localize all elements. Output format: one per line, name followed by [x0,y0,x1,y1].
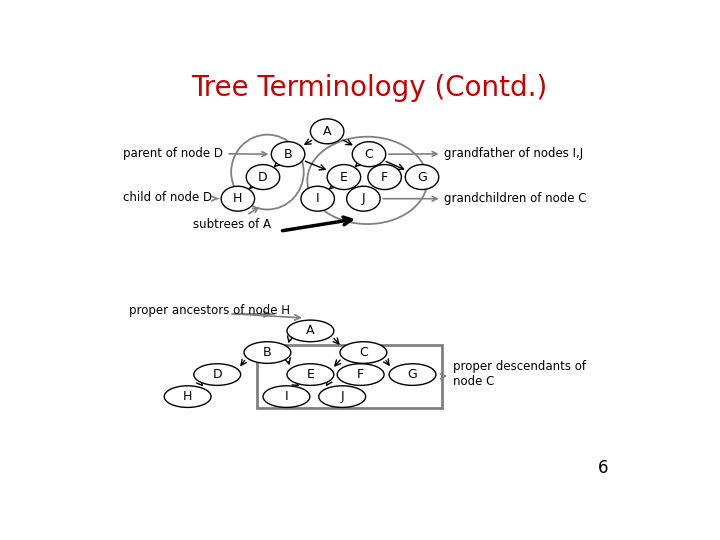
Text: J: J [361,192,365,205]
Circle shape [327,165,361,190]
Circle shape [271,141,305,167]
Text: grandfather of nodes I,J: grandfather of nodes I,J [389,147,583,160]
Text: I: I [316,192,320,205]
Text: J: J [341,390,344,403]
Circle shape [347,186,380,211]
Ellipse shape [263,386,310,407]
Ellipse shape [389,364,436,386]
Text: 6: 6 [598,459,608,477]
Text: G: G [408,368,418,381]
Text: C: C [359,346,368,359]
Ellipse shape [287,320,334,342]
Ellipse shape [164,386,211,407]
Ellipse shape [319,386,366,407]
Circle shape [310,119,344,144]
Circle shape [368,165,401,190]
Text: E: E [340,171,348,184]
Text: parent of node D: parent of node D [124,147,266,160]
Text: proper descendants of
node C: proper descendants of node C [441,360,585,388]
Circle shape [246,165,280,190]
Text: H: H [233,192,243,205]
Text: A: A [323,125,331,138]
Ellipse shape [244,342,291,363]
Text: F: F [381,171,388,184]
Text: E: E [307,368,315,381]
Text: I: I [284,390,288,403]
Text: grandchildren of node C: grandchildren of node C [383,192,587,205]
Text: Tree Terminology (Contd.): Tree Terminology (Contd.) [191,73,547,102]
Bar [258,345,441,408]
Text: proper ancestors of node H: proper ancestors of node H [129,303,290,316]
Text: B: B [284,148,292,161]
Text: C: C [364,148,374,161]
Ellipse shape [194,364,240,386]
Text: A: A [306,325,315,338]
Circle shape [405,165,438,190]
Circle shape [352,141,386,167]
Text: child of node D: child of node D [124,191,218,204]
Ellipse shape [287,364,334,386]
Text: D: D [258,171,268,184]
Text: subtrees of A: subtrees of A [193,208,271,231]
Circle shape [301,186,334,211]
Text: D: D [212,368,222,381]
Circle shape [221,186,255,211]
Text: G: G [417,171,427,184]
Text: B: B [263,346,271,359]
Ellipse shape [340,342,387,363]
Ellipse shape [337,364,384,386]
Text: H: H [183,390,192,403]
Text: F: F [357,368,364,381]
